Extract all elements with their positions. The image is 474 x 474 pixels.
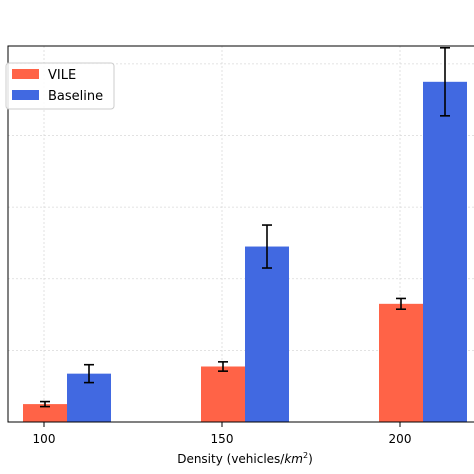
error-bars (40, 46, 450, 408)
legend-label-vile: VILE (48, 68, 76, 83)
error-bar-vile-150 (218, 361, 228, 372)
x-axis-label: Density (vehicles/km2) (177, 451, 313, 466)
error-bar-vile-100 (40, 400, 50, 408)
x-tick-label-200: 200 (389, 432, 412, 446)
plot-frame (7, 45, 474, 423)
legend: VILE Baseline (5, 62, 115, 110)
legend-swatch-vile (12, 69, 39, 79)
x-tick-label-100: 100 (33, 432, 56, 446)
x-ticks: 100 150 200 (33, 422, 412, 446)
error-bar-baseline-100 (84, 363, 94, 384)
legend-label-baseline: Baseline (48, 89, 103, 104)
bars (23, 81, 467, 423)
bar-vile-150 (201, 366, 245, 422)
bar-vile-200 (379, 303, 423, 422)
legend-swatch-baseline (12, 90, 39, 100)
bar-baseline-200 (423, 81, 467, 423)
x-tick-label-150: 150 (211, 432, 234, 446)
bar-baseline-150 (245, 246, 289, 422)
error-bar-baseline-150 (262, 224, 272, 269)
error-bar-baseline-200 (440, 46, 450, 117)
bar-vile-100 (23, 404, 67, 422)
error-bar-vile-200 (396, 297, 406, 311)
